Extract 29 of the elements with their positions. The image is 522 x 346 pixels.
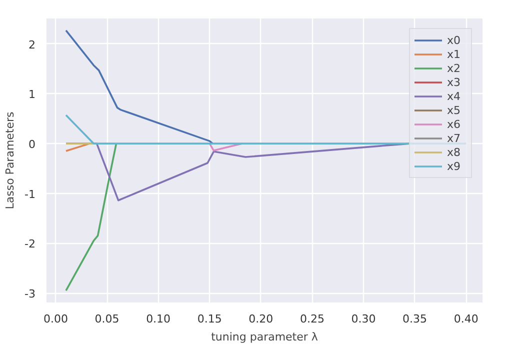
x-tick-label: 0.10: [146, 312, 171, 326]
x-tick-label: 0.15: [197, 312, 222, 326]
legend-label: x4: [447, 89, 462, 103]
x-tick-label: 0.00: [43, 312, 68, 326]
legend-label: x5: [447, 103, 462, 117]
x-tick-label: 0.35: [402, 312, 428, 326]
legend-label: x0: [447, 33, 462, 47]
legend-label: x6: [447, 117, 462, 131]
y-tick-label: -3: [24, 288, 36, 301]
legend-label: x2: [447, 61, 462, 75]
legend-label: x8: [447, 145, 462, 159]
x-axis-title: tuning parameter λ: [211, 330, 318, 344]
line-series: [65, 30, 214, 144]
legend-label: x1: [447, 47, 462, 61]
x-tick-label: 0.25: [300, 312, 324, 326]
x-tick-label: 0.20: [248, 312, 274, 326]
x-tick-label: 0.30: [351, 312, 376, 326]
y-tick-label: 0: [28, 138, 36, 152]
legend-label: x7: [447, 131, 462, 145]
y-tick-label: 1: [28, 88, 36, 102]
line-series: [65, 142, 118, 292]
y-tick-label: -2: [24, 238, 36, 251]
y-tick-label: -1: [24, 188, 36, 201]
y-tick-label: 2: [28, 38, 36, 52]
x-tick-label: 0.05: [94, 312, 120, 326]
y-axis-title: Lasso Parameters: [4, 111, 17, 210]
legend-label: x9: [447, 159, 462, 173]
x-tick-label: 0.40: [454, 312, 478, 326]
legend-label: x3: [447, 75, 462, 89]
